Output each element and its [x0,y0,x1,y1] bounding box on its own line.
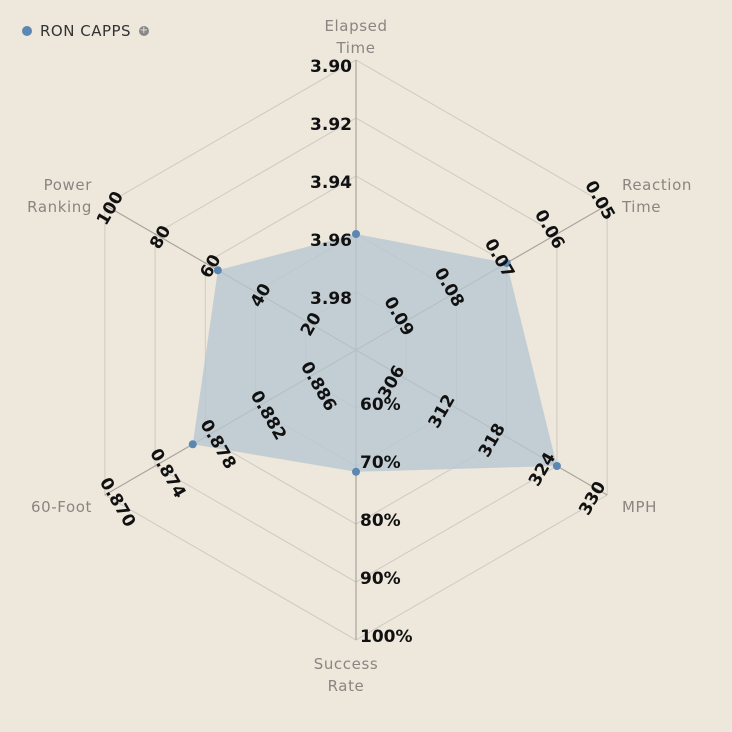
series-area [188,230,561,476]
axis-name-line: Success [314,655,379,673]
axis-name: Reaction Time [621,176,692,216]
axis-name-line: Time [621,198,661,216]
tick-label: 330 [575,478,610,519]
tick-label: 0.874 [145,445,189,502]
data-point-6[interactable] [213,266,222,275]
axis-name: MPH [622,498,657,516]
data-point-3[interactable] [552,462,561,470]
axis-name-line: Power [44,176,93,194]
axis-name: Success Rate [314,655,379,695]
axis-labels: Elapsed Time Reaction Time MPH Success Rate 60-… [27,17,692,695]
tick-label: 80% [360,511,401,531]
axis-name: 60-Foot [31,498,92,516]
legend-label[interactable]: Ron Capps [40,22,132,40]
legend-marker-icon [22,26,32,36]
legend[interactable]: Ron Capps + [22,22,150,40]
tick-label: 3.92 [310,115,352,135]
tick-label: 0.870 [95,474,139,531]
axis-name: Power Ranking [27,176,92,216]
data-point-5[interactable] [188,440,197,449]
axis-name: Elapsed Time [324,17,387,57]
tick-label: 3.90 [310,57,352,77]
tick-label: 80 [146,222,175,253]
tick-label: 3.98 [310,289,352,309]
data-point-2[interactable] [502,259,511,267]
data-point-1[interactable] [352,230,360,238]
axis-name-line: Ranking [27,198,92,216]
tick-label: 3.94 [310,173,352,193]
data-point-4[interactable] [352,467,360,476]
axis-name-line: Elapsed [324,17,387,35]
tick-label: 3.96 [310,231,352,251]
tick-label: 100% [360,627,413,647]
axis-name-line: Rate [328,677,365,695]
axis-name-line: 60-Foot [31,498,92,516]
tick-label: 90% [360,569,401,589]
tick-label: 60% [360,395,401,415]
axis-name-line: MPH [622,498,657,516]
tick-label: 70% [360,453,401,473]
plus-circle-icon[interactable]: + [139,25,150,36]
axis-name-line: Reaction [622,176,692,194]
axis-name-line: Time [335,39,375,57]
series-area-polygon [192,234,557,472]
